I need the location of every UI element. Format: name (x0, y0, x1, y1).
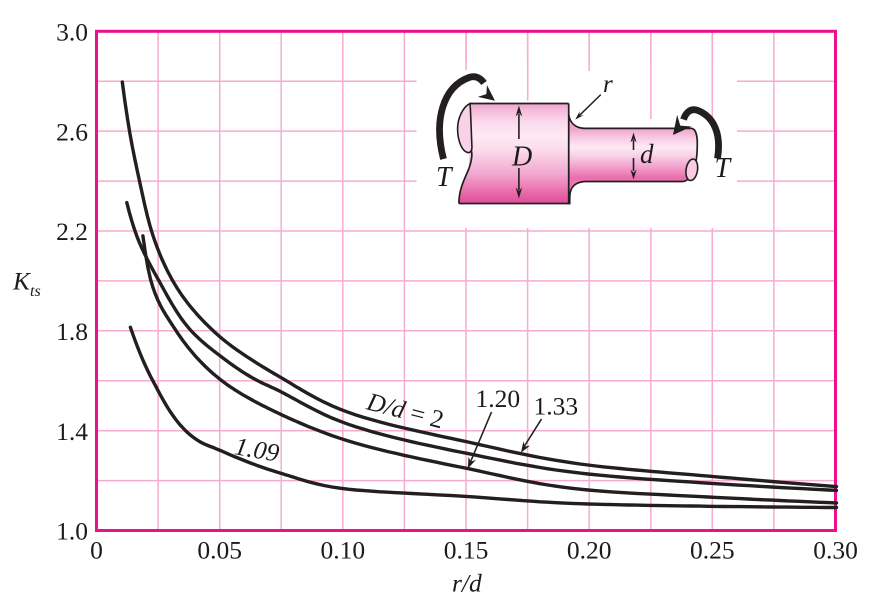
svg-text:1.8: 1.8 (56, 317, 88, 346)
svg-text:3.0: 3.0 (56, 17, 88, 46)
svg-text:2.2: 2.2 (56, 217, 88, 246)
svg-text:1.4: 1.4 (56, 417, 88, 446)
svg-text:0.05: 0.05 (197, 536, 242, 565)
svg-text:r/d: r/d (452, 569, 482, 598)
svg-text:D: D (511, 142, 532, 173)
svg-text:T: T (715, 153, 733, 184)
svg-text:0: 0 (90, 536, 103, 565)
svg-text:0.20: 0.20 (567, 536, 612, 565)
svg-text:T: T (436, 162, 454, 193)
svg-text:0.10: 0.10 (320, 536, 365, 565)
svg-text:1.0: 1.0 (56, 517, 88, 546)
svg-text:0.15: 0.15 (444, 536, 489, 565)
svg-text:d: d (640, 139, 654, 169)
svg-text:1.33: 1.33 (534, 392, 579, 421)
svg-text:0.30: 0.30 (813, 536, 858, 565)
svg-text:0.25: 0.25 (690, 536, 735, 565)
svg-text:r: r (603, 71, 613, 98)
svg-text:2.6: 2.6 (56, 117, 88, 146)
svg-text:1.20: 1.20 (476, 384, 521, 413)
